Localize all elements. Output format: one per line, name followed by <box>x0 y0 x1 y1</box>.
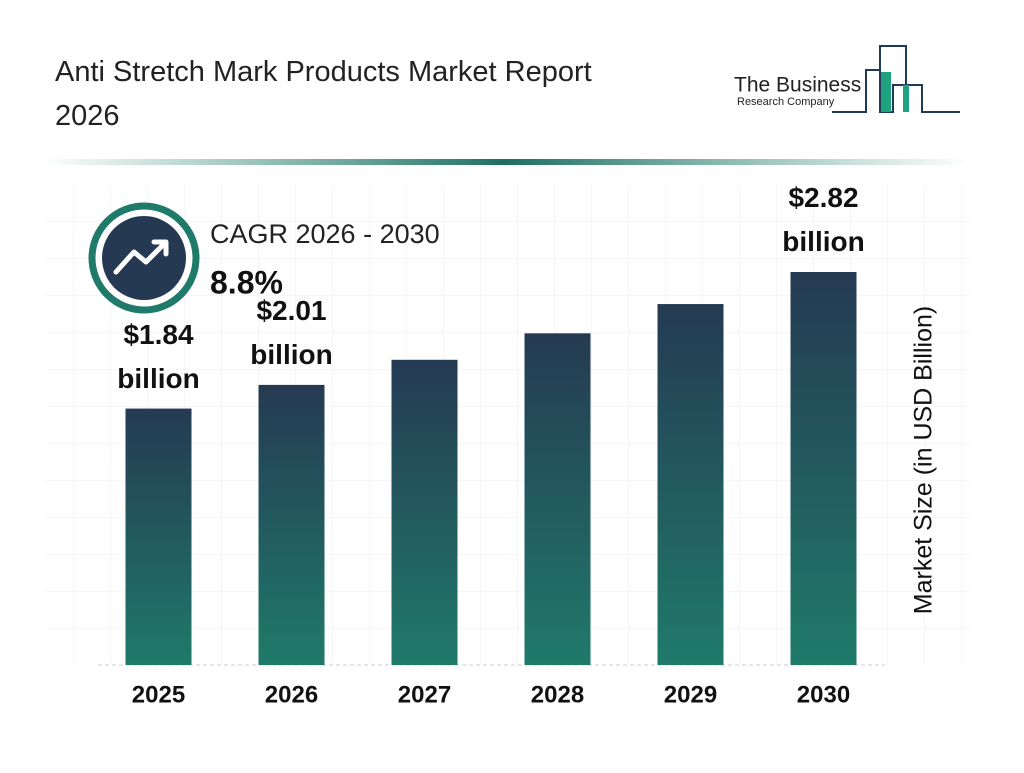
x-tick-label: 2028 <box>531 681 584 708</box>
title-rule <box>40 159 970 165</box>
cagr-badge <box>88 202 200 314</box>
cagr-value: 8.8% <box>210 264 283 300</box>
logo: The Business Research Company <box>734 45 960 113</box>
bar <box>258 384 325 665</box>
x-tick-label: 2026 <box>265 681 318 708</box>
value-label: $2.01 billion <box>250 294 333 370</box>
bar <box>657 304 724 665</box>
value-label: $2.82 billion <box>782 182 865 257</box>
x-tick-label: 2030 <box>797 681 850 708</box>
cagr-label: CAGR 2026 - 2030 <box>210 219 440 249</box>
chart-title: Anti Stretch Mark Products Market Report… <box>55 56 592 132</box>
bar <box>524 333 591 665</box>
x-tick-label: 2029 <box>664 681 717 708</box>
bar <box>790 272 857 665</box>
value-label: $1.84 billion <box>117 318 200 394</box>
bar <box>125 408 192 665</box>
x-tick-label: 2025 <box>132 681 185 708</box>
logo-subtext: Research Company <box>737 96 835 108</box>
x-tick-label: 2027 <box>398 681 451 708</box>
bar <box>391 359 458 665</box>
y-axis-label: Market Size (in USD Billion) <box>910 306 938 614</box>
logo-text: The Business <box>734 74 861 97</box>
